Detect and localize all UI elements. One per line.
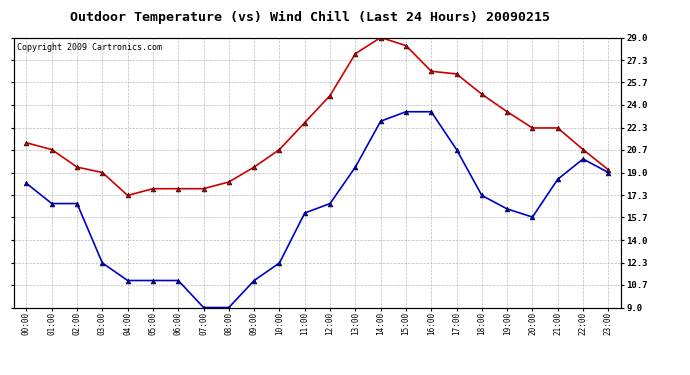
- Text: Outdoor Temperature (vs) Wind Chill (Last 24 Hours) 20090215: Outdoor Temperature (vs) Wind Chill (Las…: [70, 11, 551, 24]
- Text: Copyright 2009 Cartronics.com: Copyright 2009 Cartronics.com: [17, 43, 162, 52]
